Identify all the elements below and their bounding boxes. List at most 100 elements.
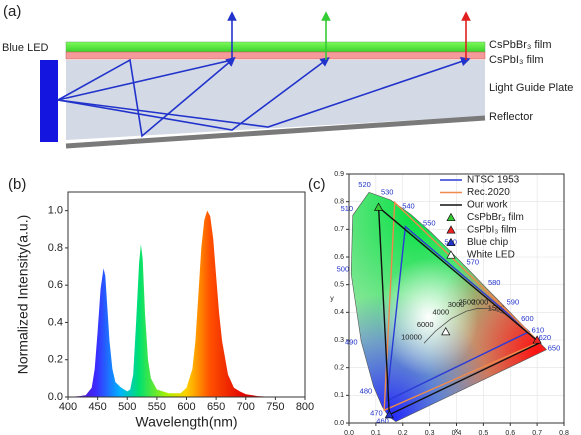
light-guide-plate (66, 60, 485, 140)
y-tick-label: 0.4 (48, 316, 63, 328)
y-tick-label: 0.4 (334, 309, 344, 316)
x-tick-label: 700 (237, 401, 255, 413)
y-axis-label: Normalized Intensity(a.u.) (15, 215, 31, 375)
plot-frame (67, 191, 306, 398)
cct-label: 2000 (472, 298, 489, 307)
x-tick-label: 0.2 (398, 430, 408, 435)
gamut-triangle (383, 200, 541, 412)
y-axis-label: y (330, 295, 334, 302)
cct-label: 4000 (432, 308, 449, 317)
cct-label: 2500 (459, 297, 476, 306)
wavelength-label: 500 (337, 265, 350, 274)
legend-entry: CsPbI₃ film (467, 225, 517, 236)
marker (384, 409, 394, 419)
wavelength-label: 480 (360, 386, 373, 395)
legend-entry: White LED (467, 250, 515, 261)
legend-marker (446, 212, 456, 222)
legend-entry: CsPbBr₃ film (467, 212, 524, 223)
wavelength-label: 530 (381, 187, 394, 196)
y-tick-label: 0.0 (334, 420, 344, 427)
wavelength-label: 620 (539, 333, 552, 342)
lgp-label: Light Guide Plate (489, 82, 573, 94)
y-tick-label: 0.8 (48, 242, 63, 254)
led-label: Blue LED (2, 42, 49, 54)
legend-entry: NTSC 1953 (467, 175, 520, 186)
wavelength-label: 510 (341, 204, 354, 213)
film-label: CsPbBr₃ film (489, 39, 552, 51)
cct-label: 6000 (417, 320, 434, 329)
wavelength-label: 610 (532, 325, 545, 334)
planckian-locus (423, 308, 507, 344)
panel-label: (a) (3, 3, 21, 20)
x-tick-label: 0.3 (425, 430, 435, 435)
legend-entry: Our work (467, 200, 509, 211)
wavelength-label: 600 (521, 314, 534, 323)
y-tick-label: 0.2 (334, 365, 344, 372)
gamut-triangle (385, 225, 531, 403)
marker (532, 335, 542, 344)
rays (57, 11, 471, 138)
marker (373, 202, 384, 211)
red-film (65, 51, 486, 60)
x-tick-label: 0.6 (505, 430, 515, 435)
plot-frame (348, 173, 565, 424)
legend-entry: Blue chip (467, 237, 509, 248)
y-tick-label: 0.9 (334, 171, 344, 178)
x-tick-label: 0.4 (452, 430, 462, 435)
y-tick-label: 0.6 (48, 279, 63, 291)
y-tick-label: 0.0 (48, 391, 63, 403)
y-tick-label: 0.8 (334, 199, 344, 206)
panel-a: (a) Blue LED CsPbBr₃ film CsPbI₃ film Li… (2, 3, 573, 149)
y-tick-label: 0.2 (48, 354, 63, 366)
x-tick-label: 800 (296, 401, 314, 413)
y-tick-label: 1.0 (48, 205, 63, 217)
x-tick-label: 450 (88, 401, 106, 413)
green-film (65, 41, 486, 53)
legend-marker (446, 237, 456, 247)
x-tick-label: 0.1 (371, 430, 381, 435)
wavelength-label: 520 (358, 180, 371, 189)
wavelength-label: 570 (467, 257, 480, 266)
cct-label: 1500 (488, 303, 505, 312)
y-tick-label: 0.1 (334, 392, 344, 399)
y-tick-label: 0.3 (334, 337, 344, 344)
cct-label: 3000 (448, 300, 465, 309)
y-tick-label: 0.6 (334, 254, 344, 261)
wavelength-label: 540 (402, 201, 415, 210)
wavelength-label: 580 (488, 278, 501, 287)
x-tick-label: 400 (59, 401, 77, 413)
blue-led (40, 60, 58, 142)
wavelength-label: 470 (370, 408, 383, 417)
wavelength-label: 550 (423, 218, 436, 227)
x-axis-label: Wavelength(nm) (135, 414, 237, 430)
x-tick-label: 0.8 (559, 430, 569, 435)
x-tick-label: 550 (148, 401, 166, 413)
marker (441, 326, 451, 336)
cct-label: 10000 (401, 332, 422, 341)
x-tick-label: 0.7 (532, 430, 542, 435)
x-axis-label: x (455, 428, 459, 435)
legend-marker (446, 250, 456, 259)
film-label: CsPbI₃ film (489, 54, 544, 66)
reflector (65, 115, 486, 149)
wavelength-label: 490 (345, 337, 358, 346)
legend-entry: Rec.2020 (467, 187, 510, 198)
spectrum-area (68, 210, 305, 397)
y-tick-label: 0.7 (334, 226, 344, 233)
gamut-triangle (377, 205, 542, 416)
wavelength-label: 650 (548, 343, 561, 352)
y-tick-label: 0.5 (334, 282, 344, 289)
wavelength-label: 590 (507, 298, 520, 307)
reflector-label: Reflector (489, 111, 533, 123)
x-tick-label: 750 (266, 401, 284, 413)
x-tick-label: 500 (118, 401, 136, 413)
panel-label: (b) (8, 176, 26, 193)
x-tick-label: 600 (177, 401, 195, 413)
panel-label: (c) (308, 176, 326, 193)
legend-marker (446, 225, 456, 234)
x-tick-label: 0.0 (344, 430, 354, 435)
wavelength-label: 460 (376, 417, 389, 426)
x-tick-label: 650 (207, 401, 225, 413)
